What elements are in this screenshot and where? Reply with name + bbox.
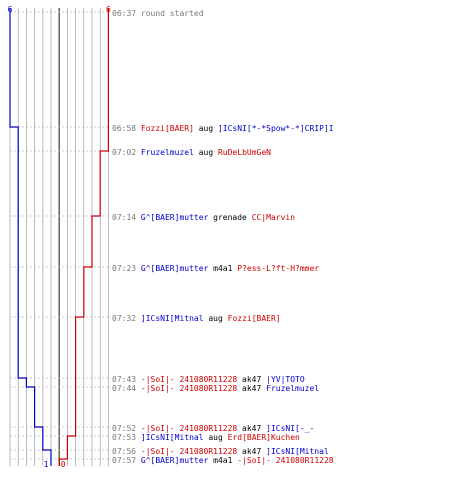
event-row: 07:53 ]ICsNI[Mitnal aug Erd[BAER]Kuchen — [112, 433, 300, 442]
event-text: ak47 — [237, 424, 266, 433]
blue-team-line — [9, 8, 52, 466]
event-row: 07:23 G^[BAER]mutter m4a1 P?ess-L?ft-H?m… — [112, 264, 319, 273]
event-text: m4a1 — [208, 456, 237, 465]
event-row: 07:57 G^[BAER]mutter m4a1 -|SoI|- 241080… — [112, 456, 334, 465]
event-time: 07:57 — [112, 456, 141, 465]
red-end-count: 0 — [61, 460, 66, 469]
event-row: 07:44 -|SoI|- 241080R11228 ak47 Fruzelmu… — [112, 384, 319, 393]
team-lines — [9, 8, 109, 466]
event-text: Fruzelmuzel — [266, 384, 319, 393]
event-text: Fozzi[BAER] — [228, 314, 281, 323]
event-time: 07:44 — [112, 384, 141, 393]
red-team-line — [58, 8, 109, 466]
event-text: Fozzi[BAER] — [141, 124, 194, 133]
event-time: 06:37 — [112, 9, 141, 18]
event-row: 07:32 ]ICsNI[Mitnal aug Fozzi[BAER] — [112, 314, 281, 323]
event-time: 07:56 — [112, 447, 141, 456]
event-row: 07:52 -|SoI|- 241080R11228 ak47 ]ICsNI[-… — [112, 424, 314, 433]
grid-lines — [9, 8, 110, 466]
event-text: RuDeLbUmGeN — [218, 148, 271, 157]
event-row: 07:02 Fruzelmuzel aug RuDeLbUmGeN — [112, 148, 271, 157]
event-text: G^[BAER]mutter — [141, 213, 209, 222]
event-text: CC|Marvin — [252, 213, 296, 222]
event-time: 07:14 — [112, 213, 141, 222]
event-text: G^[BAER]mutter — [141, 264, 209, 273]
event-text: aug — [204, 314, 228, 323]
event-row: 06:37 round started — [112, 9, 204, 18]
event-time: 07:23 — [112, 264, 141, 273]
event-time: 07:32 — [112, 314, 141, 323]
event-text: -|SoI|- 241080R11228 — [141, 424, 238, 433]
event-time: 06:58 — [112, 124, 141, 133]
event-text: ]ICsNI[-_- — [266, 424, 314, 433]
event-text: ]ICsNI[Mitnal — [141, 433, 204, 442]
event-time: 07:43 — [112, 375, 141, 384]
event-text: P?ess-L?ft-H?mmer — [237, 264, 319, 273]
event-text: ak47 — [237, 375, 266, 384]
event-text: Erd[BAER]Kuchen — [228, 433, 300, 442]
event-text: ]ICsNI[*-*Spow*-*]CRIP]I — [218, 124, 334, 133]
event-log: 06:37 round started 06:58 Fozzi[BAER] aug… — [112, 9, 334, 465]
event-time: 07:02 — [112, 148, 141, 157]
blue-end-count: 1 — [44, 460, 49, 469]
event-text: -|SoI|- 241080R11228 — [141, 447, 238, 456]
red-start-count: 6 — [106, 5, 111, 14]
event-time: 07:53 — [112, 433, 141, 442]
event-row: 07:14 G^[BAER]mutter grenade CC|Marvin — [112, 213, 295, 222]
event-row: 06:58 Fozzi[BAER] aug ]ICsNI[*-*Spow*-*]… — [112, 124, 334, 133]
event-text: ]ICsNI[Mitnal — [266, 447, 329, 456]
event-row: 07:43 -|SoI|- 241080R11228 ak47 |YV|TOTO — [112, 375, 305, 384]
event-text: aug — [194, 148, 218, 157]
event-text: Fruzelmuzel — [141, 148, 194, 157]
event-text: ]ICsNI[Mitnal — [141, 314, 204, 323]
event-row: 07:56 -|SoI|- 241080R11228 ak47 ]ICsNI[M… — [112, 447, 329, 456]
event-text: -|SoI|- 241080R11228 — [237, 456, 334, 465]
event-text: |YV|TOTO — [266, 375, 305, 384]
event-text: ak47 — [237, 447, 266, 456]
event-text: aug — [204, 433, 228, 442]
blue-start-count: 6 — [8, 5, 13, 14]
event-text: G^[BAER]mutter — [141, 456, 209, 465]
event-text: -|SoI|- 241080R11228 — [141, 375, 238, 384]
event-text: grenade — [208, 213, 251, 222]
event-text: -|SoI|- 241080R11228 — [141, 384, 238, 393]
event-text: ak47 — [237, 384, 266, 393]
event-time: 07:52 — [112, 424, 141, 433]
event-text: m4a1 — [208, 264, 237, 273]
event-text: round started — [141, 9, 204, 18]
event-text: aug — [194, 124, 218, 133]
